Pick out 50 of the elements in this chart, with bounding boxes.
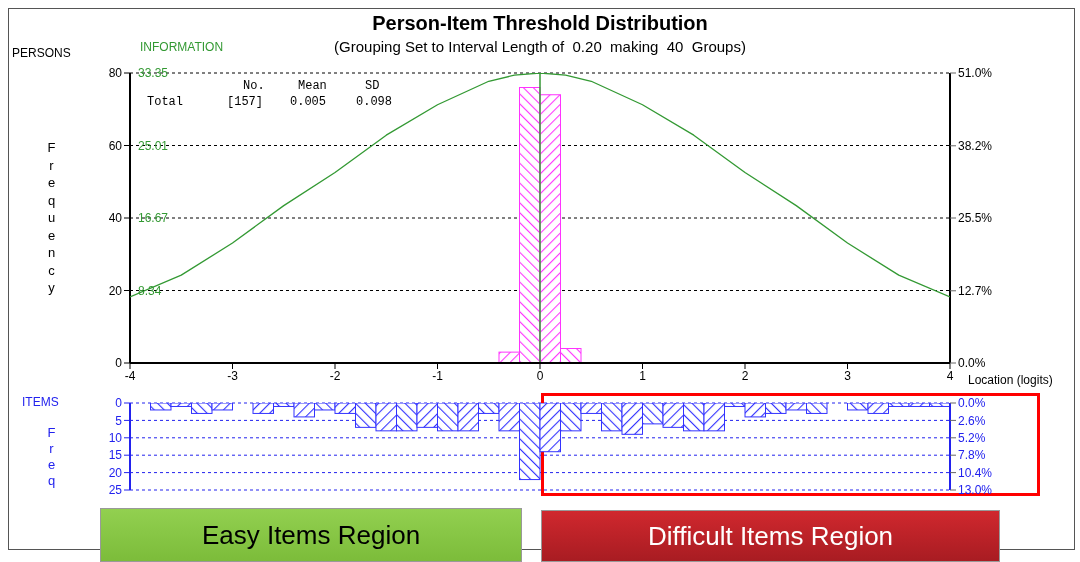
y-tick-label: 0 xyxy=(115,396,123,411)
y-tick-label: 5 xyxy=(115,413,123,428)
y3-tick-label: 12.7% xyxy=(958,284,993,299)
annotation: Mean xyxy=(298,79,327,93)
y3-tick-label: 25.5% xyxy=(958,211,993,226)
y-tick-label: 25 xyxy=(108,483,123,498)
x-tick-label: 0 xyxy=(536,368,544,383)
y-tick-label: 10 xyxy=(108,431,123,446)
x-tick-label: -3 xyxy=(227,368,239,383)
chart-title: Person-Item Threshold Distribution xyxy=(371,12,709,35)
y-tick-label: 40 xyxy=(108,211,123,226)
y-axis-title: Frequency xyxy=(44,140,59,298)
y2-tick-label: 2.6% xyxy=(958,413,986,428)
chart-subtitle: (Grouping Set to Interval Length of 0.20 making 40 Groups) xyxy=(334,38,746,55)
y2-tick-label: 33.35 xyxy=(138,66,169,81)
y3-tick-label: 38.2% xyxy=(958,139,993,154)
x-tick-label: -2 xyxy=(329,368,341,383)
annotation: Total xyxy=(147,95,184,109)
y2-tick-label: 16.67 xyxy=(138,211,169,226)
y2-tick-label: 10.4% xyxy=(958,465,993,480)
x-axis-title: Location (logits) xyxy=(968,373,1053,387)
annotation: 0.005 xyxy=(290,95,327,109)
y-tick-label: 60 xyxy=(108,138,123,153)
y-tick-label: 15 xyxy=(108,448,123,463)
y2-axis-title: INFORMATION xyxy=(140,40,224,54)
text: PERSONS xyxy=(12,46,71,60)
x-tick-label: 4 xyxy=(946,368,954,383)
y-tick-label: 20 xyxy=(108,283,123,298)
y3-tick-label: 51.0% xyxy=(958,66,993,81)
y-tick-label: 0 xyxy=(115,356,123,371)
y2-tick-label: 25.01 xyxy=(138,138,169,153)
annotation: SD xyxy=(365,79,380,93)
y2-tick-label: 0.0% xyxy=(958,396,986,411)
x-tick-label: 3 xyxy=(844,368,852,383)
y3-tick-label: 0.0% xyxy=(958,356,986,371)
x-tick-label: 2 xyxy=(741,368,749,383)
y-tick-label: 20 xyxy=(108,465,123,480)
annotation: No. xyxy=(243,79,265,93)
y-tick-label: 80 xyxy=(108,66,123,81)
y2-tick-label: 5.2% xyxy=(958,431,986,446)
y2-tick-label: 7.8% xyxy=(958,448,986,463)
text: Easy Items Region xyxy=(100,508,522,562)
text: Difficult Items Region xyxy=(541,510,1000,562)
y-axis-title: Freq xyxy=(44,425,59,489)
x-tick-label: 1 xyxy=(639,368,647,383)
annotation: 0.098 xyxy=(356,95,393,109)
x-tick-label: -1 xyxy=(432,368,444,383)
text: ITEMS xyxy=(22,395,59,409)
x-tick-label: -4 xyxy=(124,368,136,383)
annotation: [157] xyxy=(227,95,264,109)
